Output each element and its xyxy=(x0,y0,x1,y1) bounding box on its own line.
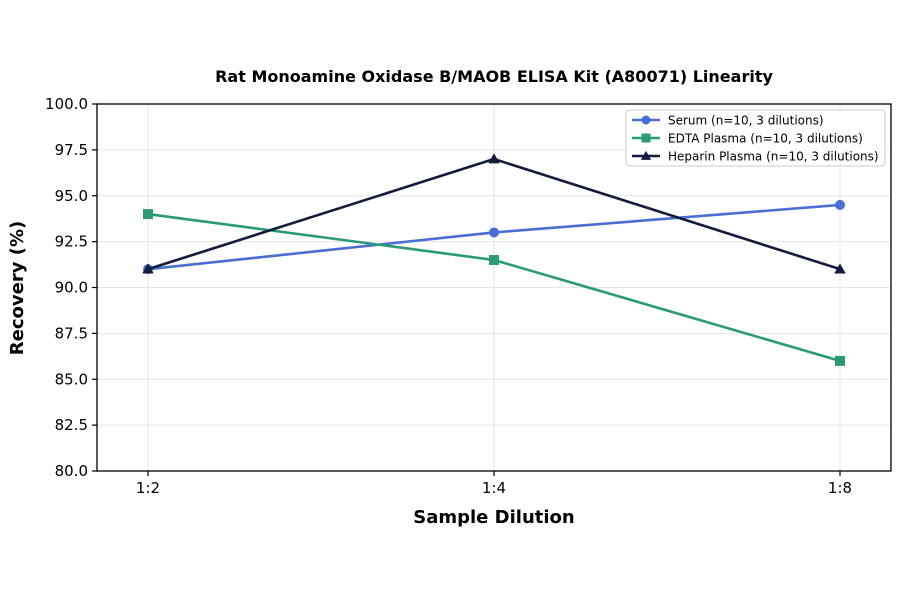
data-point xyxy=(835,199,845,210)
data-point xyxy=(489,227,499,238)
x-tick-label: 1:4 xyxy=(482,479,506,497)
y-tick-label: 87.5 xyxy=(55,324,88,342)
data-point xyxy=(641,133,651,143)
data-point xyxy=(834,263,846,274)
legend-box xyxy=(625,109,886,167)
data-point xyxy=(489,254,499,265)
legend-label: Heparin Plasma (n=10, 3 dilutions) xyxy=(668,150,879,164)
x-tick-label: 1:2 xyxy=(136,479,160,497)
legend: Serum (n=10, 3 dilutions) EDTA Plasma (n=… xyxy=(625,109,886,167)
x-tick-label: 1:8 xyxy=(828,479,852,497)
y-tick-label: 90.0 xyxy=(55,279,88,297)
y-tick-label: 100.0 xyxy=(45,95,88,113)
y-tick-label: 82.5 xyxy=(55,416,88,434)
legend-label: EDTA Plasma (n=10, 3 dilutions) xyxy=(668,132,863,146)
data-point xyxy=(488,153,500,164)
data-point xyxy=(835,355,845,366)
y-axis-label: Recovery (%) xyxy=(7,221,28,355)
y-tick-label: 80.0 xyxy=(55,462,88,480)
series-triangle xyxy=(142,153,846,274)
y-tick-label: 85.0 xyxy=(55,370,88,388)
legend-entry: EDTA Plasma (n=10, 3 dilutions) xyxy=(632,132,863,146)
data-point xyxy=(640,150,652,160)
x-axis-label: Sample Dilution xyxy=(413,507,574,528)
tick-layer: 80.0 82.5 85.0 87.5 90.0 92.5 95.0 97.5 100.0 1:2… xyxy=(45,95,852,497)
legend-label: Serum (n=10, 3 dilutions) xyxy=(668,114,824,128)
data-point xyxy=(143,209,153,220)
series-square xyxy=(143,209,845,366)
legend-entry: Serum (n=10, 3 dilutions) xyxy=(632,114,824,128)
y-tick-label: 97.5 xyxy=(55,141,88,159)
legend-entry: Heparin Plasma (n=10, 3 dilutions) xyxy=(632,150,879,164)
data-point xyxy=(641,115,651,125)
y-tick-label: 95.0 xyxy=(55,187,88,205)
y-tick-label: 92.5 xyxy=(55,233,88,251)
chart-title: Rat Monoamine Oxidase B/MAOB ELISA Kit (… xyxy=(215,67,773,86)
data-point xyxy=(142,263,154,274)
series-layer xyxy=(142,153,846,366)
